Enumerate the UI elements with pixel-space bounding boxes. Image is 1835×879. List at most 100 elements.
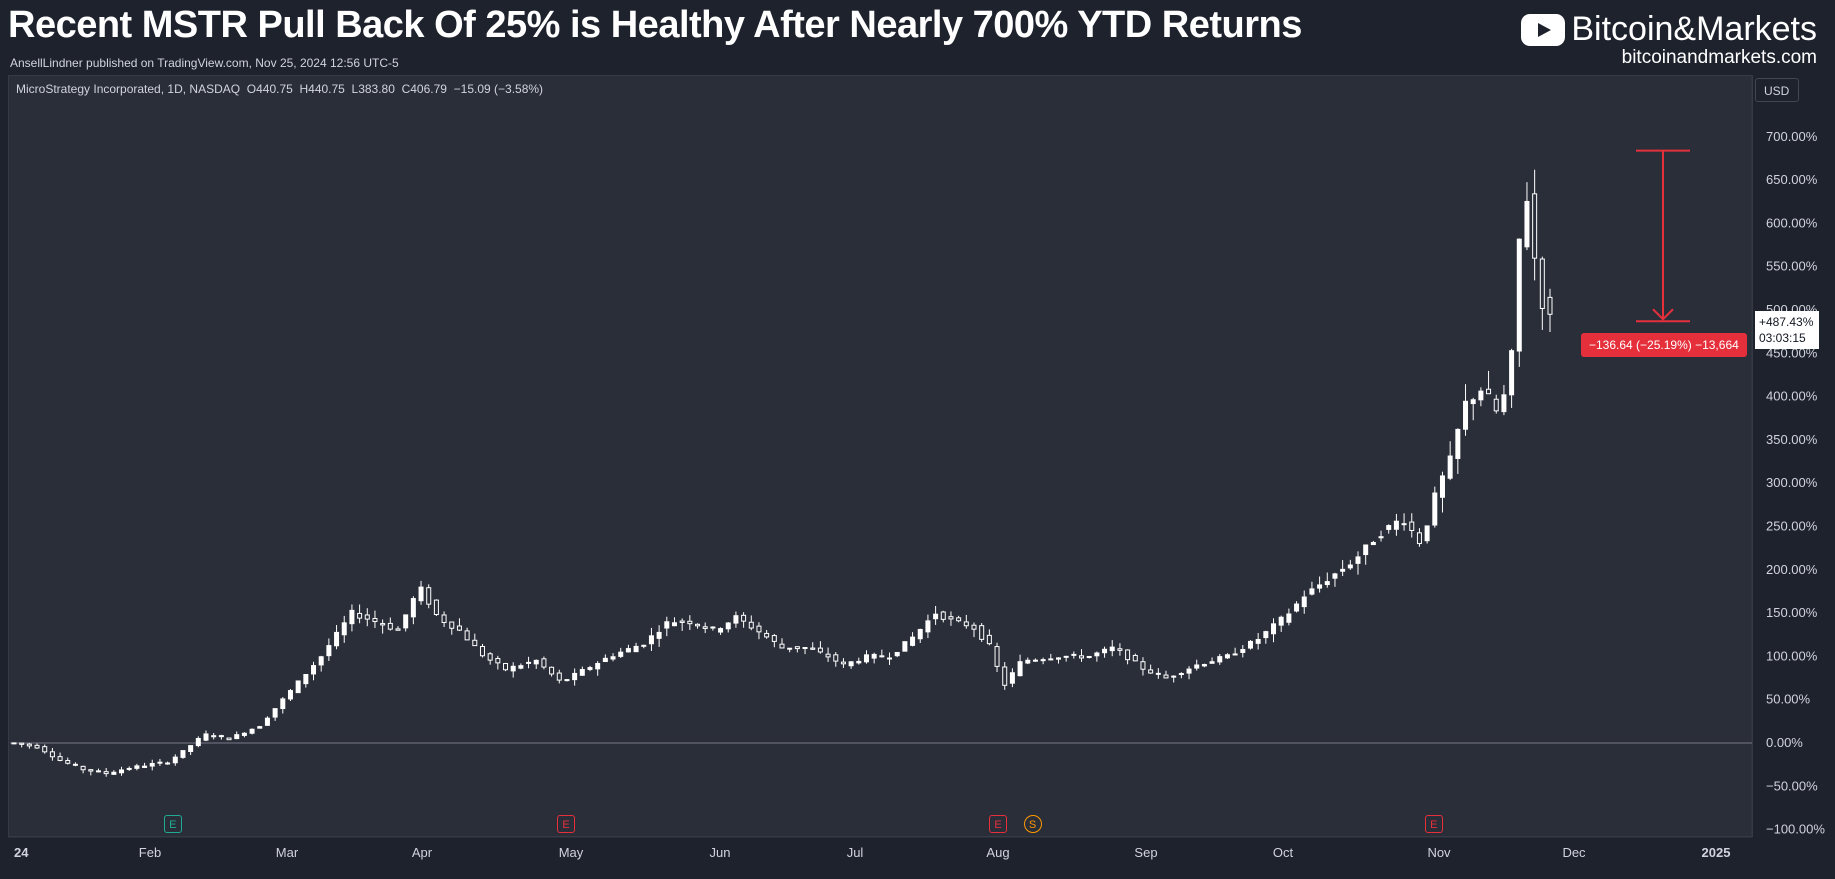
y-tick-label: −50.00% <box>1766 778 1818 793</box>
candle-body <box>180 750 186 758</box>
candle-body <box>1009 672 1015 684</box>
brand-url[interactable]: bitcoinandmarkets.com <box>1621 47 1817 68</box>
x-tick-label: 2025 <box>1702 845 1731 860</box>
candle-body <box>88 769 94 772</box>
candle-body <box>211 735 217 738</box>
candle-body <box>1125 649 1131 661</box>
candle-body <box>925 620 931 633</box>
earnings-event-icon[interactable]: E <box>163 815 182 833</box>
candle-body <box>741 614 747 622</box>
candle-body <box>395 628 401 631</box>
earnings-event-icon[interactable]: E <box>989 815 1007 833</box>
candle-body <box>971 624 977 630</box>
y-tick-label: 450.00% <box>1766 345 1818 360</box>
y-tick-label: 400.00% <box>1766 389 1818 404</box>
y-tick-label: 100.00% <box>1766 648 1818 663</box>
candle-body <box>764 632 770 638</box>
candle-body <box>1040 659 1046 662</box>
currency-button[interactable]: USD <box>1755 78 1799 102</box>
candle-body <box>1370 541 1376 546</box>
candle-body <box>1378 536 1384 539</box>
candle-body <box>249 728 255 734</box>
candle-body <box>134 765 140 769</box>
candle-body <box>1401 523 1407 526</box>
candle-body <box>1032 659 1038 662</box>
candle-body <box>587 667 593 670</box>
candle-body <box>863 654 869 663</box>
candle-body <box>241 732 247 736</box>
candle-body <box>541 658 547 668</box>
candle-body <box>318 656 324 666</box>
candle-body <box>579 669 585 676</box>
candle-body <box>702 626 708 629</box>
candle-body <box>1386 525 1392 530</box>
candle-body <box>1094 652 1100 657</box>
candle-body <box>679 620 685 623</box>
candle-body <box>80 765 86 771</box>
candle-body <box>1017 661 1023 677</box>
candle-body <box>1140 661 1146 670</box>
earnings-event-icon[interactable]: E <box>557 815 576 833</box>
candle-body <box>894 651 900 657</box>
earnings-event-icon[interactable]: E <box>1424 815 1443 833</box>
candle-body <box>933 613 939 620</box>
candle-body <box>349 609 355 625</box>
candle-body <box>1240 649 1246 653</box>
candle-body <box>671 622 677 627</box>
candle-body <box>833 654 839 662</box>
candle-body <box>418 586 424 602</box>
candle-body <box>1271 623 1277 635</box>
candle-body <box>334 631 340 647</box>
candle-body <box>149 763 155 767</box>
candle-body <box>994 646 1000 667</box>
page-title: Recent MSTR Pull Back Of 25% is Healthy … <box>8 4 1302 46</box>
candle-body <box>72 763 78 766</box>
chart-panel[interactable] <box>8 75 1753 837</box>
candle-body <box>810 647 816 650</box>
candle-body <box>357 612 363 619</box>
candle-body <box>687 620 693 625</box>
candle-body <box>1247 640 1253 649</box>
candle-body <box>341 622 347 636</box>
candle-body <box>172 756 178 764</box>
last-price-tag: +487.43% 03:03:15 <box>1755 311 1819 349</box>
candle-body <box>1432 492 1438 526</box>
x-tick-label: Aug <box>986 845 1009 860</box>
candle-body <box>487 653 493 661</box>
candle-body <box>1547 296 1553 315</box>
candle-body <box>456 625 462 631</box>
candle-body <box>549 666 555 675</box>
candle-body <box>103 771 109 775</box>
x-tick-label: 24 <box>14 845 29 860</box>
candle-body <box>595 663 601 670</box>
candle-body <box>1025 659 1031 664</box>
candle-body <box>748 621 754 629</box>
candle-body <box>564 679 570 682</box>
candle-body <box>503 663 509 671</box>
candle-body <box>1416 532 1422 545</box>
split-event-icon[interactable]: S <box>1023 815 1042 833</box>
candle-body <box>1455 428 1461 459</box>
candle-body <box>510 665 516 672</box>
brand-logo[interactable]: Bitcoin&Markets bitcoinandmarkets.com <box>1521 10 1817 69</box>
candle-body <box>1309 588 1315 595</box>
candle-body <box>948 616 954 620</box>
candle-body <box>1516 238 1522 352</box>
candle-body <box>1509 350 1515 396</box>
candle-body <box>1409 521 1415 531</box>
candle-body <box>602 657 608 663</box>
candle-body <box>326 645 332 657</box>
candle-body <box>1217 656 1223 663</box>
candle-body <box>771 635 777 642</box>
candle-body <box>1171 675 1177 678</box>
candle-body <box>756 625 762 633</box>
candle-body <box>1501 394 1507 413</box>
candle-body <box>656 631 662 639</box>
candle-body <box>142 765 148 768</box>
candle-body <box>295 680 301 694</box>
x-tick-label: Oct <box>1273 845 1294 860</box>
candle-body <box>1539 258 1545 309</box>
candle-body <box>825 653 831 658</box>
candle-body <box>1079 655 1085 659</box>
